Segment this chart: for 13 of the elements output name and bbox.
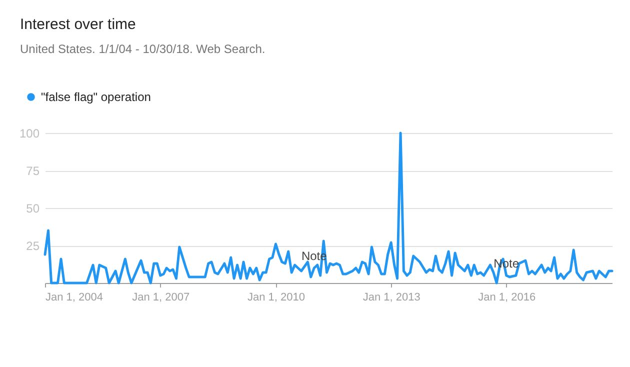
y-tick-label: 100 (19, 126, 40, 140)
x-tick-label: Jan 1, 2013 (362, 292, 420, 304)
x-tick-label: Jan 1, 2016 (478, 292, 536, 304)
chart-subtitle: United States. 1/1/04 - 10/30/18. Web Search. (20, 42, 266, 56)
x-tick-label: Jan 1, 2004 (46, 292, 103, 304)
legend-label: "false flag" operation (41, 90, 151, 104)
y-tick-label: 25 (26, 239, 40, 253)
y-tick-label: 75 (26, 164, 40, 178)
y-tick-label: 50 (26, 202, 40, 216)
x-tick-label: Jan 1, 2007 (132, 292, 190, 304)
line-series (44, 132, 614, 284)
chart-title: Interest over time (20, 16, 136, 33)
x-tick-label: Jan 1, 2010 (247, 292, 305, 304)
